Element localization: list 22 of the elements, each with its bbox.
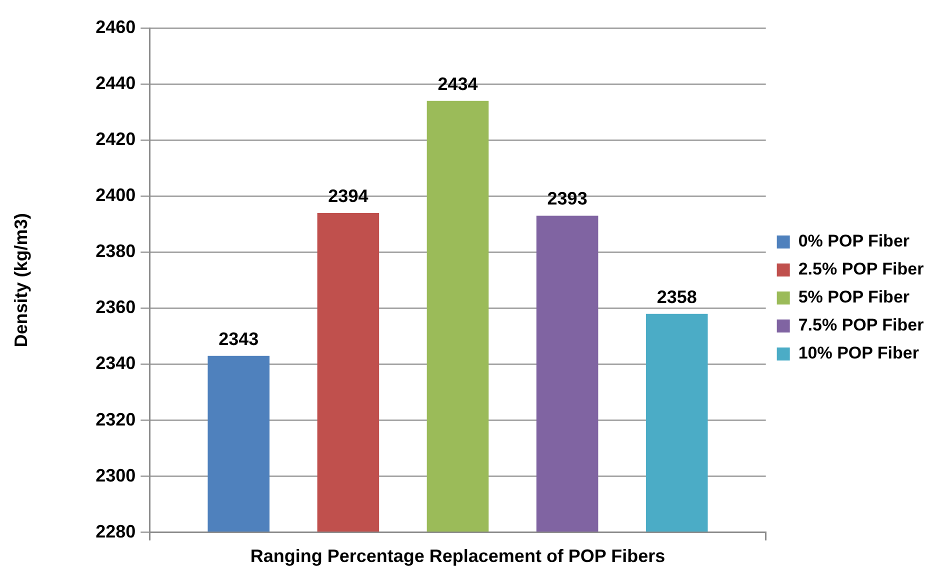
legend-label: 0% POP Fiber	[798, 232, 910, 251]
legend-label: 10% POP Fiber	[798, 344, 920, 363]
data-label: 2393	[547, 188, 588, 209]
y-tick-label: 2300	[96, 465, 136, 486]
data-label: 2434	[438, 74, 478, 94]
data-label: 2343	[218, 328, 259, 349]
y-tick-label: 2400	[96, 185, 136, 206]
legend-label: 7.5% POP Fiber	[798, 316, 924, 335]
legend-label: 5% POP Fiber	[798, 288, 910, 307]
y-tick-label: 2440	[96, 73, 136, 94]
y-tick-label: 2380	[96, 241, 136, 262]
y-tick-label: 2420	[96, 129, 136, 150]
y-tick-label: 2360	[96, 297, 136, 318]
y-tick-label: 2340	[96, 353, 136, 374]
x-axis-title: Ranging Percentage Replacement of POP Fibers	[250, 546, 666, 566]
data-label: 2358	[656, 286, 697, 307]
y-tick-label: 2320	[96, 409, 136, 430]
legend-label: 2.5% POP Fiber	[798, 260, 924, 279]
y-tick-label: 2460	[96, 16, 136, 37]
y-tick-label: 2280	[96, 521, 136, 542]
y-axis-title: Density (kg/m3)	[10, 213, 31, 348]
data-label: 2394	[328, 186, 368, 206]
